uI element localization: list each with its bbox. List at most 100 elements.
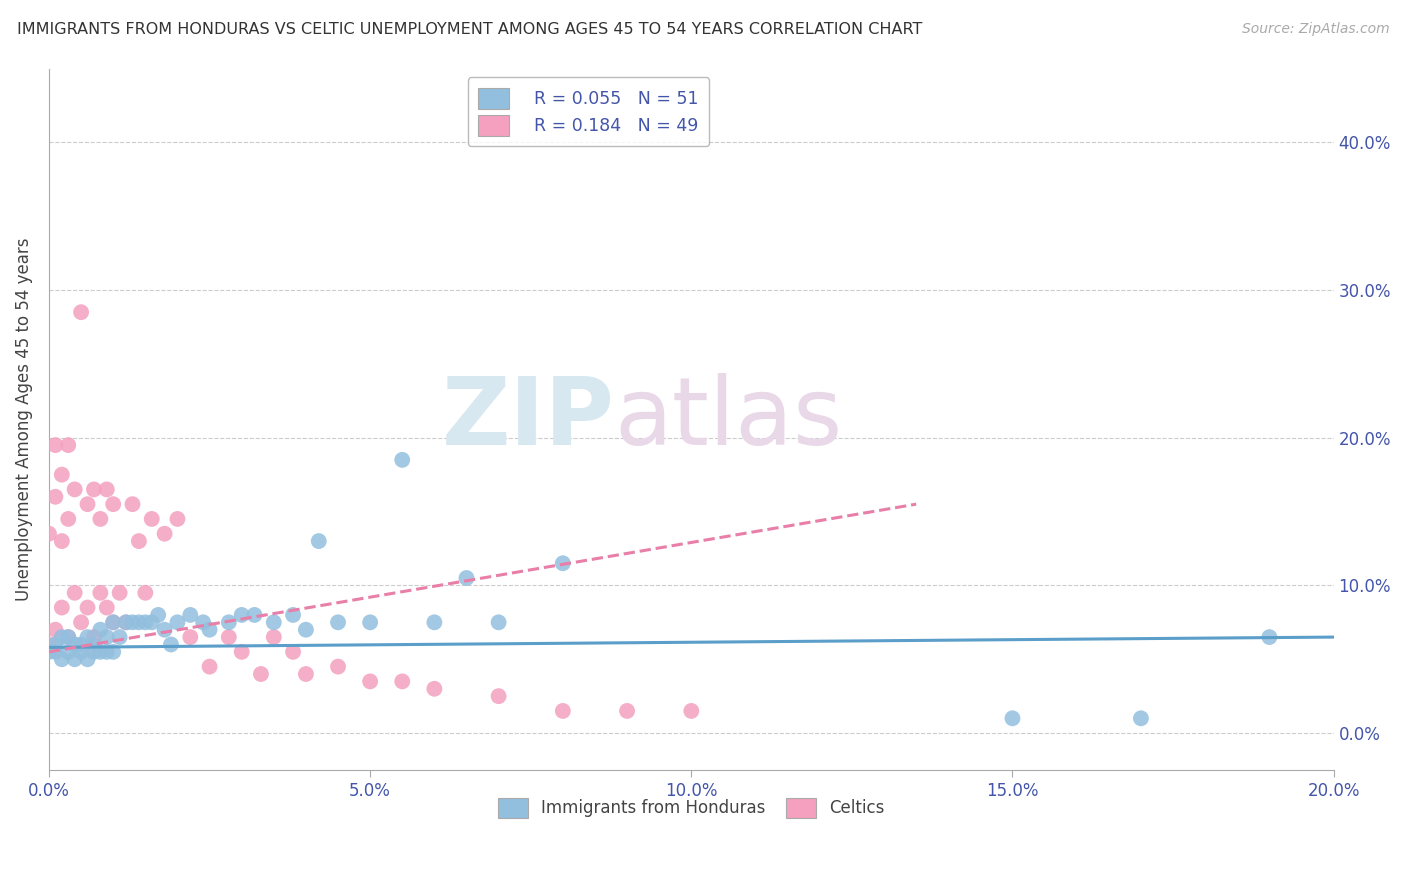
Point: [38, 645, 60, 659]
Point: [128, 534, 150, 549]
Point: [423, 615, 446, 630]
Y-axis label: Unemployment Among Ages 45 to 54 years: Unemployment Among Ages 45 to 54 years: [15, 237, 32, 601]
Point: [1001, 711, 1024, 725]
Point: [96, 600, 118, 615]
Point: [70, 305, 93, 319]
Point: [44, 623, 66, 637]
Point: [58, 630, 80, 644]
Point: [76, 497, 98, 511]
Point: [488, 615, 510, 630]
Point: [63, 586, 86, 600]
Point: [166, 615, 188, 630]
Point: [115, 615, 138, 630]
Point: [44, 438, 66, 452]
Point: [1129, 711, 1152, 725]
Text: Source: ZipAtlas.com: Source: ZipAtlas.com: [1241, 22, 1389, 37]
Point: [551, 704, 574, 718]
Point: [198, 623, 221, 637]
Point: [115, 615, 138, 630]
Point: [263, 615, 285, 630]
Point: [295, 667, 318, 681]
Point: [128, 615, 150, 630]
Point: [103, 615, 125, 630]
Point: [359, 674, 381, 689]
Point: [160, 638, 183, 652]
Point: [218, 630, 240, 644]
Point: [616, 704, 638, 718]
Point: [76, 600, 98, 615]
Point: [58, 512, 80, 526]
Point: [76, 630, 98, 644]
Point: [179, 607, 201, 622]
Point: [250, 667, 273, 681]
Point: [108, 586, 131, 600]
Point: [146, 607, 169, 622]
Point: [51, 534, 73, 549]
Point: [103, 615, 125, 630]
Point: [359, 615, 381, 630]
Point: [70, 645, 93, 659]
Point: [51, 600, 73, 615]
Point: [96, 630, 118, 644]
Point: [96, 645, 118, 659]
Point: [63, 483, 86, 497]
Point: [326, 659, 349, 673]
Point: [83, 483, 105, 497]
Point: [89, 623, 111, 637]
Point: [103, 497, 125, 511]
Point: [488, 689, 510, 703]
Point: [121, 615, 143, 630]
Text: ZIP: ZIP: [441, 373, 614, 466]
Point: [121, 497, 143, 511]
Point: [326, 615, 349, 630]
Legend: Immigrants from Honduras, Celtics: Immigrants from Honduras, Celtics: [492, 791, 891, 825]
Point: [179, 630, 201, 644]
Point: [108, 630, 131, 644]
Point: [263, 630, 285, 644]
Point: [281, 607, 304, 622]
Point: [141, 615, 163, 630]
Point: [76, 652, 98, 666]
Point: [38, 638, 60, 652]
Point: [51, 467, 73, 482]
Point: [58, 438, 80, 452]
Point: [83, 630, 105, 644]
Point: [231, 645, 253, 659]
Text: atlas: atlas: [614, 373, 842, 466]
Point: [423, 681, 446, 696]
Point: [153, 526, 176, 541]
Point: [51, 630, 73, 644]
Point: [89, 645, 111, 659]
Point: [44, 638, 66, 652]
Point: [70, 615, 93, 630]
Point: [96, 483, 118, 497]
Point: [243, 607, 266, 622]
Point: [89, 586, 111, 600]
Text: IMMIGRANTS FROM HONDURAS VS CELTIC UNEMPLOYMENT AMONG AGES 45 TO 54 YEARS CORREL: IMMIGRANTS FROM HONDURAS VS CELTIC UNEMP…: [17, 22, 922, 37]
Point: [456, 571, 478, 585]
Point: [44, 490, 66, 504]
Point: [58, 645, 80, 659]
Point: [83, 638, 105, 652]
Point: [153, 623, 176, 637]
Point: [681, 704, 703, 718]
Point: [231, 607, 253, 622]
Point: [141, 512, 163, 526]
Point: [70, 638, 93, 652]
Point: [103, 645, 125, 659]
Point: [134, 615, 156, 630]
Point: [166, 512, 188, 526]
Point: [89, 512, 111, 526]
Point: [63, 652, 86, 666]
Point: [1258, 630, 1281, 644]
Point: [391, 453, 413, 467]
Point: [218, 615, 240, 630]
Point: [44, 645, 66, 659]
Point: [551, 556, 574, 570]
Point: [51, 652, 73, 666]
Point: [191, 615, 214, 630]
Point: [83, 645, 105, 659]
Point: [38, 526, 60, 541]
Point: [281, 645, 304, 659]
Point: [58, 630, 80, 644]
